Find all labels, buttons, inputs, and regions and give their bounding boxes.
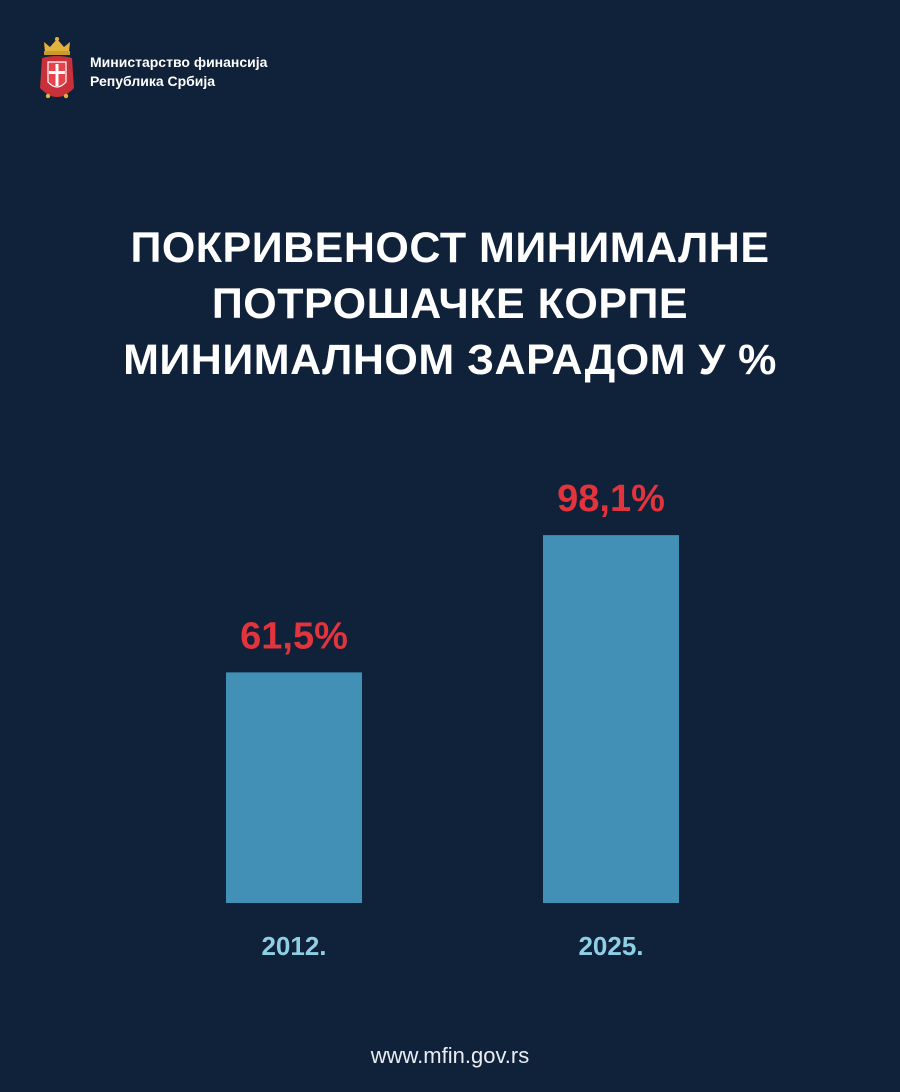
category-label-0: 2012. [261,931,326,961]
value-label-1: 98,1% [557,478,665,520]
title-line-3: МИНИМАЛНОМ ЗАРАДОМ У % [123,336,777,384]
chart-title: ПОКРИВЕНОСТ МИНИМАЛНЕ ПОТРОШАЧКЕ КОРПЕ М… [0,220,900,388]
value-label-0: 61,5% [240,615,348,657]
serbian-coat-of-arms-icon [40,37,74,99]
website-url: www.mfin.gov.rs [370,1043,530,1068]
header: Министарство финансија Република Србија [36,34,267,110]
title-line-2: ПОТРОШАЧКЕ КОРПЕ [211,280,689,328]
bar-1 [543,535,679,903]
ministry-name: Министарство финансија Република Србија [90,53,267,91]
title-line-1: ПОКРИВЕНОСТ МИНИМАЛНЕ [130,224,770,272]
ministry-line-1: Министарство финансија [90,54,268,70]
bar-0 [226,672,362,903]
bar-chart: 61,5% 2012. 98,1% 2025. [226,478,679,961]
category-label-1: 2025. [578,931,643,961]
ministry-line-2: Република Србија [90,73,216,89]
